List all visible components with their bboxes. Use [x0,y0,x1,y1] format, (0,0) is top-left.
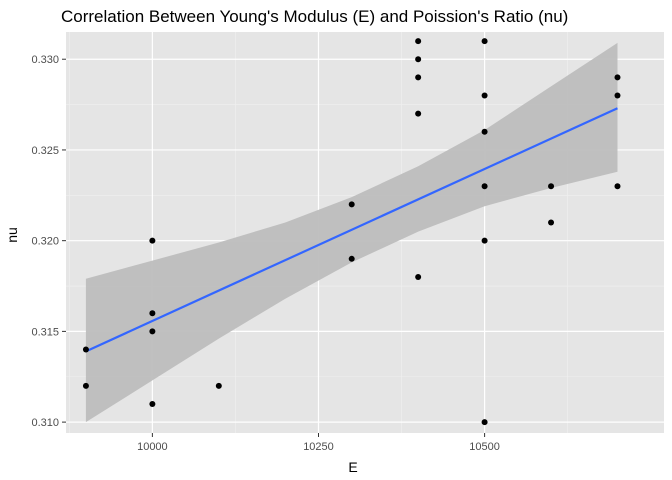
data-point [481,183,488,190]
data-point [481,92,488,99]
data-point [149,328,156,335]
x-tick-label: 10500 [469,441,500,453]
data-point [215,382,222,389]
data-point [415,74,422,81]
data-point [149,400,156,407]
data-point [82,346,89,353]
y-tick-label: 0.310 [31,417,59,429]
confidence-band [85,42,618,423]
data-point [548,183,555,190]
data-point [348,255,355,262]
y-tick-label: 0.315 [31,326,59,338]
data-point [614,183,621,190]
x-axis-ticks: 10000 10250 10500 [137,433,500,453]
data-points [82,38,621,426]
data-point [415,38,422,45]
data-point [481,38,488,45]
data-point [149,310,156,317]
y-axis-title: nu [4,227,20,243]
data-point [415,110,422,117]
y-tick-label: 0.325 [31,145,59,157]
data-point [82,382,89,389]
data-point [614,74,621,81]
data-point [548,219,555,226]
data-point [348,201,355,208]
data-point [481,128,488,135]
data-point [415,273,422,280]
data-point [415,56,422,63]
trend-line [85,107,618,353]
data-point [481,419,488,426]
y-tick-label: 0.320 [31,236,59,248]
x-axis-title: E [348,459,357,475]
x-tick-label: 10000 [137,441,168,453]
data-point [481,237,488,244]
data-point [614,92,621,99]
chart-title: Correlation Between Young's Modulus (E) … [61,7,568,26]
data-point [149,237,156,244]
x-tick-label: 10250 [303,441,334,453]
y-tick-label: 0.330 [31,54,59,66]
y-axis-ticks: 0.310 0.315 0.320 0.325 0.330 [31,54,66,429]
